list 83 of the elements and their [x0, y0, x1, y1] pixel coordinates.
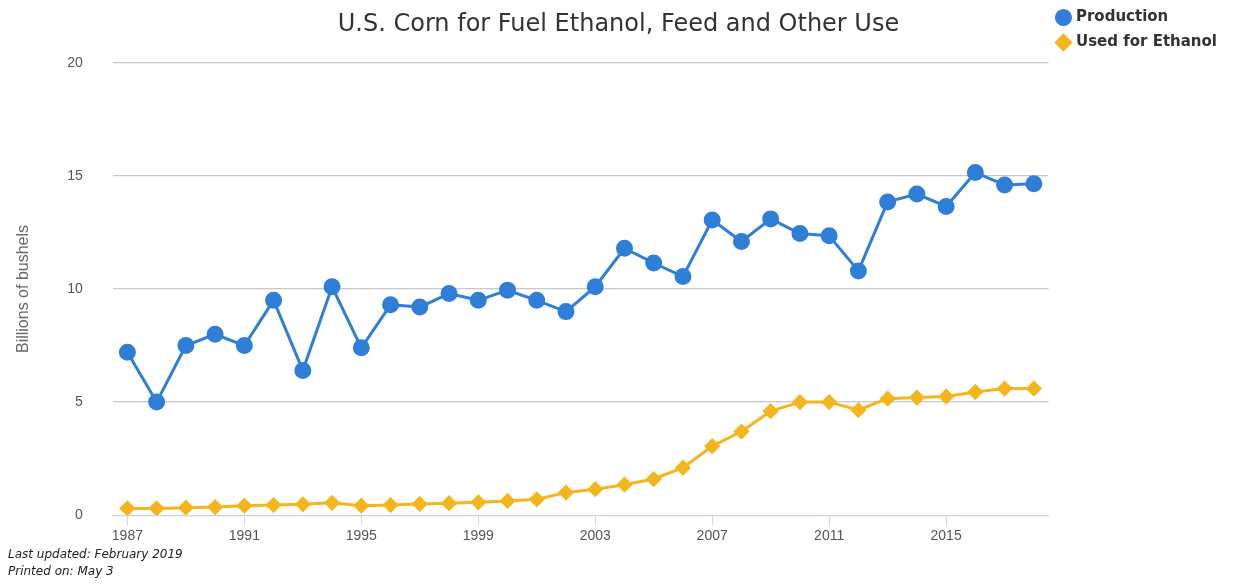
- point: [587, 481, 603, 497]
- point: [820, 227, 838, 245]
- point: [469, 291, 487, 309]
- point: [412, 496, 428, 512]
- point: [703, 211, 721, 229]
- point: [558, 485, 574, 501]
- point: [148, 393, 166, 411]
- point: [879, 193, 897, 211]
- point: [1025, 175, 1043, 193]
- point: [646, 471, 662, 487]
- point: [529, 491, 545, 507]
- point: [207, 499, 223, 515]
- point: [997, 381, 1013, 397]
- point: [792, 394, 808, 410]
- x-tick-label: 2015: [930, 527, 962, 544]
- point: [821, 394, 837, 410]
- point: [382, 296, 400, 314]
- point: [441, 495, 457, 511]
- point: [119, 500, 135, 516]
- point: [149, 500, 165, 516]
- x-tick-label: 2007: [696, 527, 728, 544]
- point: [295, 496, 311, 512]
- point: [470, 494, 486, 510]
- x-tick-label: 2011: [814, 527, 845, 544]
- point: [323, 278, 341, 296]
- point: [294, 361, 312, 379]
- point: [235, 337, 253, 355]
- point: [791, 225, 809, 243]
- y-tick-label: 15: [67, 166, 83, 183]
- point: [909, 390, 925, 406]
- point: [1026, 381, 1042, 397]
- point: [236, 498, 252, 514]
- point: [675, 460, 691, 476]
- point: [732, 233, 750, 250]
- point: [206, 325, 224, 343]
- y-tick-label: 5: [74, 392, 83, 409]
- point: [762, 210, 780, 228]
- point: [528, 291, 546, 309]
- x-tick-label: 1995: [345, 527, 378, 544]
- point: [324, 495, 340, 511]
- point: [177, 337, 195, 355]
- point: [440, 285, 458, 303]
- point: [352, 339, 370, 357]
- x-tick-label: 1991: [228, 527, 261, 544]
- y-tick-label: 0: [74, 506, 83, 523]
- point: [616, 477, 632, 493]
- point: [645, 254, 663, 272]
- legend-label: Used for Ethanol: [1075, 32, 1218, 51]
- point: [880, 391, 896, 407]
- point: [967, 384, 983, 400]
- point: [178, 500, 194, 516]
- point: [849, 262, 867, 280]
- point: [733, 424, 749, 440]
- point: [996, 176, 1014, 194]
- point: [937, 197, 955, 215]
- point: [353, 498, 369, 514]
- point: [383, 497, 399, 513]
- x-tick-label: 1999: [462, 527, 495, 544]
- point: [763, 403, 779, 419]
- chart-title: U.S. Corn for Fuel Ethanol, Feed and Other Use: [337, 8, 900, 37]
- y-tick-label: 20: [67, 53, 83, 70]
- point: [557, 303, 575, 321]
- point: [499, 281, 517, 299]
- point: [586, 278, 604, 296]
- point: [266, 497, 282, 513]
- point: [938, 388, 954, 404]
- x-tick-label: 1987: [111, 527, 144, 544]
- text: Last updated: February 2019: [8, 546, 183, 563]
- point: [118, 343, 136, 361]
- point: [411, 298, 429, 316]
- point: [908, 185, 926, 203]
- point: [704, 438, 720, 454]
- point: [500, 493, 516, 509]
- legend-label: Production: [1075, 7, 1169, 26]
- point: [265, 291, 283, 309]
- y-tick-label: 10: [67, 279, 83, 296]
- x-tick-label: 2003: [579, 527, 612, 544]
- point: [850, 402, 866, 418]
- y-axis-title: Billions of bushels: [14, 224, 32, 354]
- point: [615, 239, 633, 257]
- text: Printed on: May 3: [8, 563, 115, 580]
- point: [674, 268, 692, 286]
- point: [966, 164, 984, 182]
